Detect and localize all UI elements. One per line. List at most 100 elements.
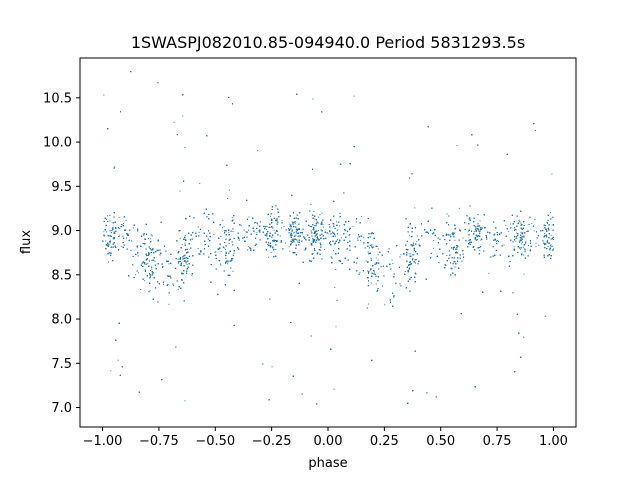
data-point [257,224,259,226]
data-point [462,237,464,239]
data-point [550,211,552,213]
data-point [152,271,154,273]
data-point [496,240,498,242]
data-point [520,248,522,250]
data-point [150,238,152,240]
data-point [329,240,331,242]
data-point [292,238,294,240]
data-point [515,240,517,242]
data-point [352,225,354,227]
data-point [456,145,458,146]
data-point [329,242,331,244]
data-point [323,249,325,251]
data-point [268,256,270,258]
data-point [225,248,227,250]
data-point [167,284,169,285]
data-point [546,229,548,231]
data-point [293,241,295,243]
data-point [198,231,200,233]
data-point [312,217,314,219]
data-point [335,326,337,328]
data-point [221,227,223,229]
data-point [369,244,371,246]
data-point [317,230,319,232]
data-point [119,234,121,236]
data-point [467,230,469,232]
data-point [228,189,230,191]
data-point [255,221,257,223]
data-point [220,264,222,266]
data-point [366,277,368,279]
data-point [377,259,379,261]
data-point [114,166,116,168]
data-point [310,204,312,206]
data-point [243,229,245,231]
data-point [445,264,447,266]
data-point [550,246,552,248]
data-point [517,223,519,225]
data-point [270,215,272,217]
data-point [413,254,415,256]
data-point [327,233,329,235]
data-point [373,271,375,273]
data-point [240,224,242,226]
data-point [547,246,549,248]
data-point [114,245,116,247]
data-point [181,279,183,281]
data-point [227,261,229,263]
data-point [409,263,411,265]
data-point [151,268,153,270]
data-point [365,260,367,262]
data-point [232,257,234,259]
data-point [523,273,525,275]
data-point [375,283,377,285]
data-point [409,235,411,237]
data-point [330,233,331,235]
data-point [538,244,540,246]
data-point [151,259,153,261]
data-point [301,233,303,235]
data-point [133,227,135,229]
data-point [410,253,412,255]
data-point [531,223,533,225]
data-point [247,245,249,247]
data-point [298,227,300,229]
data-point [408,253,410,255]
data-point [290,225,292,227]
data-point [336,221,337,223]
data-point [339,225,341,227]
data-point [533,230,535,232]
data-point [516,232,518,234]
data-point [508,231,510,233]
data-point [312,98,314,100]
data-point [270,226,272,228]
data-point [360,216,362,218]
data-point [333,388,335,390]
data-point [418,243,420,245]
data-point [222,219,224,221]
data-point [106,231,108,233]
data-point [172,284,174,286]
data-point [179,230,181,232]
data-point [105,218,107,220]
data-point [179,190,181,192]
data-point [185,261,187,263]
data-point [231,217,233,219]
data-point [505,224,507,226]
data-point [125,219,127,221]
data-point [191,274,193,276]
data-point [103,94,105,96]
data-point [177,288,179,290]
data-point [309,225,311,227]
data-point [213,234,215,236]
data-point [159,249,161,251]
data-point [232,270,234,272]
data-point [147,262,149,264]
data-point [348,235,350,237]
data-point [135,274,137,276]
data-point [334,286,336,288]
data-point [357,237,359,239]
data-point [109,220,111,222]
data-point [223,226,225,228]
